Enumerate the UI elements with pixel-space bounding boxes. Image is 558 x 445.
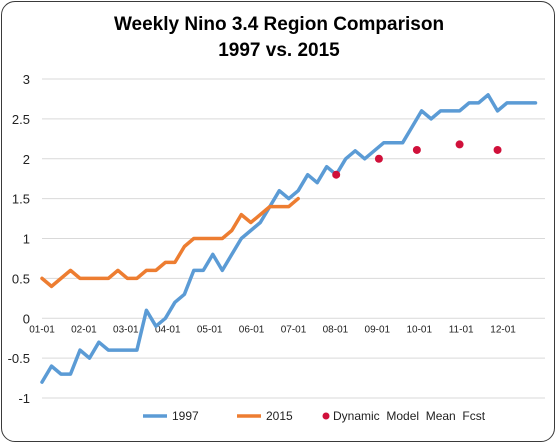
y-tick-label: -0.5	[8, 351, 30, 366]
legend: 1997 2015 Dynamic Model Mean Fcst	[143, 409, 486, 423]
x-tick-label: 08-01	[323, 324, 349, 335]
legend-label: Dynamic Model Mean Fcst	[333, 409, 486, 423]
x-tick-label: 01-01	[29, 324, 55, 335]
legend-label: 2015	[266, 409, 293, 423]
y-tick-label: 2	[23, 152, 30, 167]
series-line-2015	[40, 196, 300, 289]
x-tick-label: 07-01	[281, 324, 307, 335]
grid-lines	[42, 78, 545, 399]
y-tick-label: 0	[23, 311, 30, 326]
x-tick-label: 10-01	[406, 324, 432, 335]
x-tick-label: 02-01	[71, 324, 97, 335]
x-tick-label: 06-01	[239, 324, 265, 335]
series-layer	[40, 93, 538, 384]
x-tick-label: 05-01	[197, 324, 223, 335]
forecast-point	[493, 145, 502, 154]
x-tick-label: 03-01	[113, 324, 139, 335]
x-tick-label: 12-01	[490, 324, 516, 335]
y-tick-label: 2.5	[12, 112, 30, 127]
x-tick-label: 04-01	[155, 324, 181, 335]
y-axis-ticks: -1 -0.5 0 0.5 1 1.5 2 2.5 3	[8, 72, 30, 406]
forecast-point	[412, 145, 421, 154]
y-tick-label: 3	[23, 72, 30, 87]
forecast-point	[455, 140, 464, 149]
x-tick-label: 09-01	[365, 324, 391, 335]
x-tick-label: 11-01	[449, 324, 474, 335]
series-line-1997	[40, 93, 538, 384]
forecast-point	[374, 154, 383, 163]
y-tick-label: 1.5	[12, 192, 30, 207]
chart-subtitle: 1997 vs. 2015	[218, 40, 340, 61]
legend-label: 1997	[172, 409, 199, 423]
y-tick-label: 0.5	[12, 271, 30, 286]
x-axis-ticks: 01-01 02-01 03-01 04-01 05-01 06-01 07-01 08-01…	[29, 324, 516, 335]
y-tick-label: -1	[18, 391, 30, 406]
legend-swatch	[322, 412, 330, 420]
chart-title: Weekly Nino 3.4 Region Comparison	[114, 14, 444, 35]
forecast-point	[332, 170, 341, 179]
y-tick-label: 1	[23, 232, 30, 247]
